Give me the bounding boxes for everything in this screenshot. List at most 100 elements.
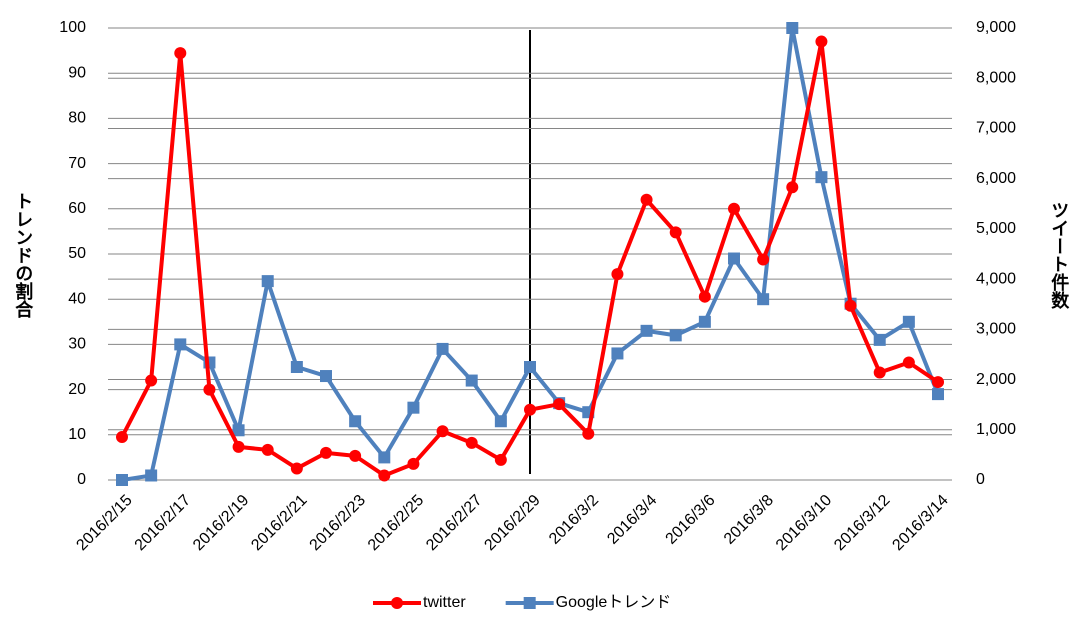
point	[902, 315, 915, 328]
x-tick-label: 2016/2/25	[365, 492, 427, 554]
point	[261, 275, 274, 288]
point	[465, 436, 478, 449]
point	[174, 338, 187, 351]
x-tick-label: 2016/2/17	[132, 492, 194, 554]
point	[873, 366, 886, 379]
y-tick-label: 30	[68, 336, 86, 353]
point	[349, 415, 362, 428]
point	[815, 35, 828, 48]
point	[174, 47, 187, 60]
point	[436, 425, 449, 438]
point	[261, 443, 274, 456]
point	[320, 370, 332, 383]
point	[553, 398, 566, 411]
y2-tick-label: 6,000	[976, 170, 1016, 187]
point	[145, 374, 158, 387]
point	[728, 252, 740, 265]
x-tick-label: 2016/2/29	[481, 492, 543, 554]
point	[203, 383, 216, 396]
y-tick-label: 20	[68, 381, 86, 398]
point	[902, 356, 915, 369]
point	[349, 449, 362, 462]
point	[145, 469, 158, 482]
point	[757, 253, 770, 266]
point	[465, 374, 478, 387]
x-tick-label: 2016/3/10	[773, 492, 835, 554]
point	[494, 453, 507, 466]
point	[640, 193, 653, 206]
point	[436, 342, 449, 355]
point	[815, 171, 828, 184]
y2-tick-label: 7,000	[976, 120, 1016, 137]
x-tick-label: 2016/2/21	[248, 492, 310, 554]
x-tick-label: 2016/2/19	[190, 492, 252, 554]
legend-label: Googleトレンド	[556, 594, 672, 611]
x-tick-label: 2016/3/14	[889, 492, 951, 554]
y2-tick-label: 9,000	[976, 19, 1016, 36]
y2-tick-label: 3,000	[976, 321, 1016, 338]
point	[611, 347, 624, 360]
x-tick-label: 2016/2/27	[423, 492, 485, 554]
point	[116, 474, 128, 486]
point	[582, 427, 595, 440]
point	[378, 469, 391, 482]
point	[669, 226, 682, 239]
y-tick-label: 100	[59, 19, 86, 36]
y-tick-label: 70	[68, 155, 86, 172]
y-tick-label: 60	[68, 200, 86, 217]
point	[757, 293, 770, 306]
point	[669, 329, 682, 342]
point	[407, 401, 420, 414]
legend-marker	[523, 597, 536, 609]
x-tick-label: 2016/3/12	[831, 492, 893, 554]
point	[786, 181, 799, 194]
point	[407, 457, 420, 470]
y2-tick-label: 4,000	[976, 270, 1016, 287]
point	[524, 361, 536, 373]
y-tick-label: 50	[68, 245, 86, 262]
legend-item: twitter	[373, 594, 466, 611]
point	[932, 376, 944, 389]
point	[786, 22, 799, 34]
point	[494, 415, 507, 428]
point	[698, 315, 711, 328]
y-axis-title: トレンドの割合	[13, 192, 33, 318]
x-tick-label: 2016/3/2	[546, 492, 602, 548]
y2-tick-label: 0	[976, 471, 985, 488]
x-tick-label: 2016/2/23	[307, 492, 369, 554]
point	[290, 462, 303, 475]
point	[844, 299, 857, 312]
point	[378, 451, 391, 464]
y-tick-label: 10	[68, 426, 86, 443]
x-tick-label: 2016/3/6	[663, 492, 719, 548]
x-tick-label: 2016/2/15	[73, 492, 135, 554]
point	[698, 290, 711, 303]
y-tick-label: 40	[68, 290, 86, 307]
legend-item: Googleトレンド	[505, 594, 672, 611]
y-tick-label: 0	[77, 471, 86, 488]
point	[611, 268, 624, 281]
point	[873, 333, 886, 346]
y2-axis-title: ツイート件数	[1049, 201, 1069, 310]
y2-tick-label: 1,000	[976, 421, 1016, 438]
point	[524, 403, 536, 416]
y2-tick-label: 5,000	[976, 220, 1016, 237]
point	[232, 440, 245, 453]
point	[320, 446, 332, 459]
legend-label: twitter	[423, 594, 466, 611]
point	[290, 361, 303, 373]
y2-tick-label: 8,000	[976, 69, 1016, 86]
y-tick-label: 80	[68, 110, 86, 127]
point	[932, 388, 944, 401]
x-tick-label: 2016/3/4	[604, 492, 660, 548]
point	[640, 324, 653, 337]
point	[116, 431, 128, 444]
legend-marker	[391, 597, 403, 609]
x-tick-label: 2016/3/8	[721, 492, 777, 548]
series	[116, 35, 944, 482]
y-tick-label: 90	[68, 64, 86, 81]
y2-tick-label: 2,000	[976, 371, 1016, 388]
point	[728, 202, 740, 215]
point	[232, 424, 245, 437]
